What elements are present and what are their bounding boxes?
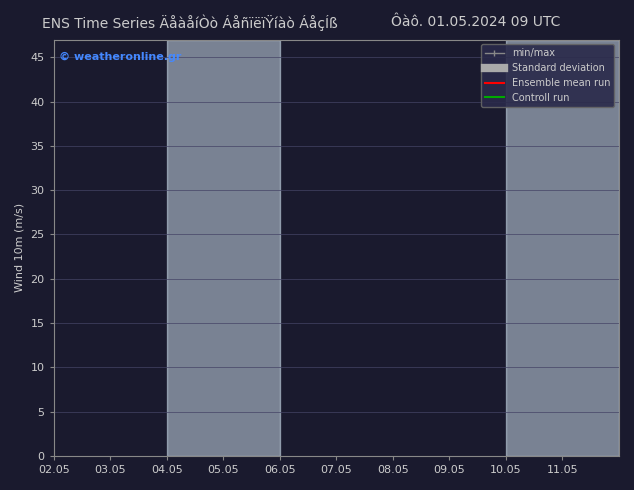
Bar	[167, 40, 280, 456]
Bar	[506, 40, 619, 456]
Y-axis label: Wind 10m (m/s): Wind 10m (m/s)	[15, 203, 25, 293]
Text: Ôàô. 01.05.2024 09 UTC: Ôàô. 01.05.2024 09 UTC	[391, 15, 560, 29]
Text: © weatheronline.gr: © weatheronline.gr	[60, 52, 182, 62]
Legend: min/max, Standard deviation, Ensemble mean run, Controll run: min/max, Standard deviation, Ensemble me…	[481, 45, 614, 107]
Text: ENS Time Series ÄåàåíÒò ÁåñïëïŸíàò ÁåçÍß: ENS Time Series ÄåàåíÒò ÁåñïëïŸíàò ÁåçÍß	[42, 15, 338, 31]
